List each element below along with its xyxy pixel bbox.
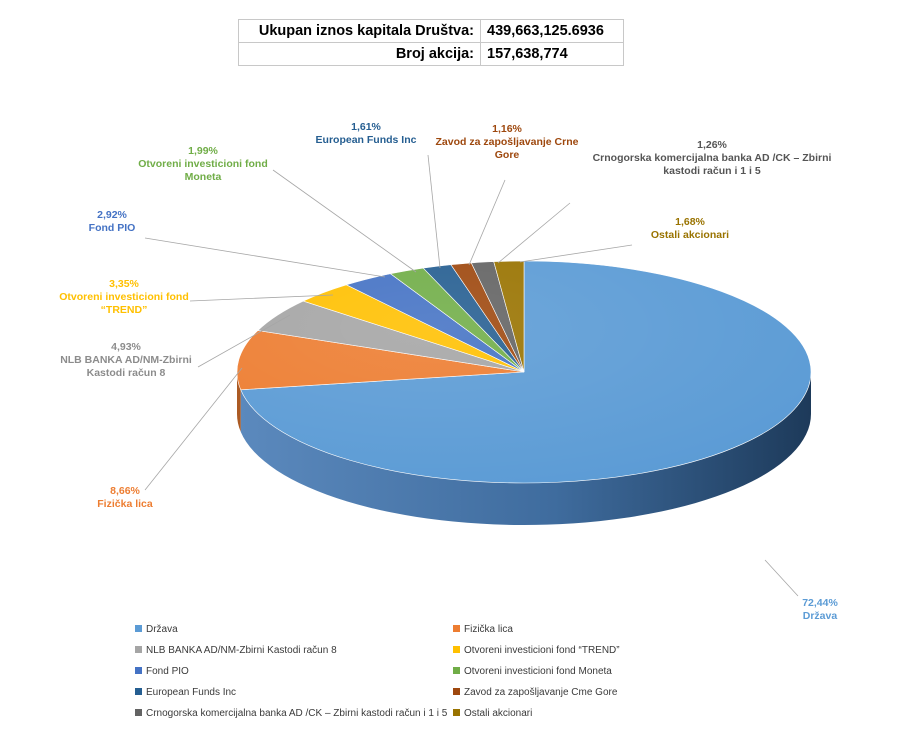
legend-swatch [135, 709, 142, 716]
data-label: 2,92% Fond PIO [89, 209, 136, 234]
shares-row: Broj akcija: 157,638,774 [238, 42, 624, 66]
data-label-line: 3,35% [109, 278, 139, 290]
legend-swatch [453, 667, 460, 674]
legend-item-label: NLB BANKA AD/NM-Zbirni Kastodi račun 8 [146, 645, 337, 656]
chart-legend: Država Fizička lica NLB BANKA AD/NM-Zbirni… [135, 624, 620, 719]
leader-line [197, 314, 291, 368]
data-label-line: 2,92% [97, 209, 127, 221]
pie-top-surface [236, 260, 812, 484]
data-label-line: Fond PIO [89, 222, 136, 234]
data-label-line: Ostali akcionari [651, 229, 729, 241]
legend-item-label: Otvoreni investicioni fond Moneta [464, 666, 612, 677]
legend-swatch [453, 625, 460, 632]
legend-swatch [453, 646, 460, 653]
data-labels: 72,44% Država 8,66% Fizička lica 4,93% NLB BA… [59, 121, 838, 622]
data-label-line: 1,61% [351, 121, 381, 133]
data-label: 1,26% Crnogorska komercijalna banka AD /C… [593, 139, 832, 177]
pie-side-wall [237, 372, 811, 525]
pie-side-slice [237, 372, 241, 432]
leader-line [427, 154, 441, 269]
data-label: 4,93% NLB BANKA AD/NM-Zbirni Kastodi račun… [60, 341, 192, 379]
legend-item-label: Ostali akcionari [464, 708, 532, 719]
data-label-line: NLB BANKA AD/NM-Zbirni [60, 354, 192, 366]
legend-item-label: Država [146, 624, 178, 635]
data-label: 1,16% Zavod za zapošljavanje Crne Gore [436, 123, 579, 161]
data-label-line: 8,66% [110, 485, 140, 497]
capital-row: Ukupan iznos kapitala Društva: 439,663,1… [238, 19, 624, 43]
capital-value: 439,663,125.6936 [480, 19, 624, 43]
data-label: 1,68% Ostali akcionari [651, 216, 729, 241]
legend-item-label: Otvoreni investicioni fond “TREND” [464, 645, 620, 656]
data-label-line: kastodi račun i 1 i 5 [663, 165, 761, 177]
data-label-line: Zavod za zapošljavanje Crne [436, 136, 579, 148]
leader-line [144, 367, 243, 491]
data-label-line: Crnogorska komercijalna banka AD /CK – Z… [593, 152, 832, 164]
data-label: 1,61% European Funds Inc [316, 121, 417, 146]
leader-line [497, 202, 571, 264]
leader-line [519, 244, 633, 263]
data-label-line: European Funds Inc [316, 134, 417, 146]
legend-item-label: European Funds Inc [146, 687, 236, 698]
data-label-line: 1,99% [188, 145, 218, 157]
data-label: 1,99% Otvoreni investicioni fond Moneta [138, 145, 268, 183]
legend-swatch [135, 688, 142, 695]
data-label-line: Otvoreni investicioni fond [59, 291, 189, 303]
legend-swatch [135, 646, 142, 653]
data-label: 72,44% Država [802, 597, 838, 622]
leader-line [764, 559, 799, 597]
legend-swatch [135, 625, 142, 632]
data-label-line: Kastodi račun 8 [87, 367, 166, 379]
data-label-line: Gore [495, 149, 520, 161]
legend-item-label: Zavod za zapošljavanje Cme Gore [464, 687, 618, 698]
legend-swatch [453, 709, 460, 716]
leader-line [468, 179, 506, 266]
pie-highlight [237, 261, 811, 483]
data-label-line: Država [803, 610, 838, 622]
legend-swatch [135, 667, 142, 674]
data-label-line: 1,26% [697, 139, 727, 151]
leader-line [272, 169, 417, 273]
legend-item-label: Fizička lica [464, 624, 513, 635]
data-label-line: 72,44% [802, 597, 838, 609]
legend-item-label: Fond PIO [146, 666, 189, 677]
shares-value: 157,638,774 [480, 42, 624, 66]
legend-item-label: Crnogorska komercijalna banka AD /CK – Z… [146, 708, 448, 719]
data-label-line: 4,93% [111, 341, 141, 353]
data-label-line: 1,68% [675, 216, 705, 228]
data-label-line: 1,16% [492, 123, 522, 135]
legend-swatch [453, 688, 460, 695]
data-label-line: Moneta [185, 171, 222, 183]
capital-summary-table: Ukupan iznos kapitala Društva: 439,663,1… [238, 19, 624, 66]
data-label: 3,35% Otvoreni investicioni fond “TREND” [59, 278, 189, 316]
leader-line [144, 237, 386, 278]
data-label: 8,66% Fizička lica [97, 485, 153, 510]
pie-side-slice [240, 372, 811, 525]
data-label-line: “TREND” [101, 304, 148, 316]
data-label-line: Fizička lica [97, 498, 153, 510]
capital-label: Ukupan iznos kapitala Društva: [238, 19, 481, 43]
leader-line [189, 294, 334, 302]
leader-lines [144, 154, 799, 597]
data-label-line: Otvoreni investicioni fond [138, 158, 268, 170]
